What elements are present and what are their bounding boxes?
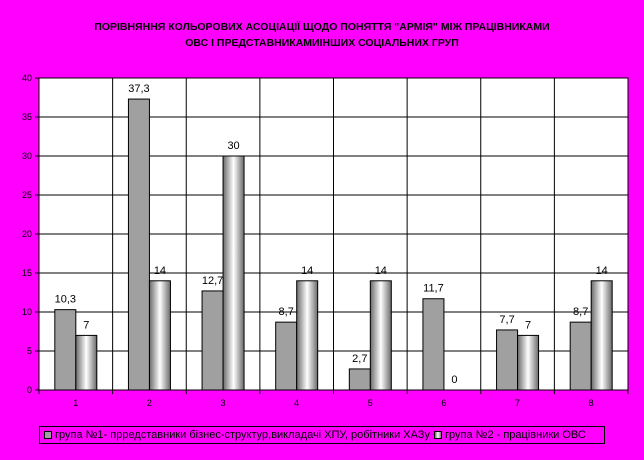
data-label-series-2-cat-6: 0 — [451, 374, 457, 386]
chart-title-line-1: ПОРІВНЯННЯ КОЛЬОРОВИХ АСОЦІАЦІЇ ЩОДО ПОН… — [94, 21, 550, 33]
bar-series-2-cat-1 — [75, 334, 98, 391]
x-tick-label: 1 — [73, 398, 78, 408]
data-label-series-1-cat-3: 12,7 — [202, 275, 223, 287]
x-axis-ticks: 1 2 3 4 5 6 7 8 — [38, 390, 629, 408]
legend-label-series-2: група №2 - працівники ОВС — [445, 429, 586, 441]
legend: група №1- прредставники бізнес-структур,… — [39, 426, 605, 444]
data-label-series-2-cat-8: 14 — [596, 265, 608, 277]
y-tick-label: 15 — [22, 268, 32, 278]
bar-series-1-cat-3 — [201, 290, 224, 391]
legend-item-series-1: група №1- прредставники бізнес-структур,… — [44, 429, 430, 441]
data-label-series-1-cat-6: 11,7 — [423, 283, 444, 295]
bar-series-2-cat-3 — [222, 155, 245, 391]
bars — [54, 98, 613, 391]
bar-series-1-cat-5 — [348, 368, 371, 391]
bar-series-1-cat-8 — [569, 321, 592, 391]
chart-title-line-2: ОВС І ПРЕДСТАВНИКАМИІНШИХ СОЦІАЛЬНИХ ГРУ… — [185, 37, 459, 49]
bar-series-1-cat-4 — [275, 321, 298, 391]
data-label-series-1-cat-7: 7,7 — [499, 314, 514, 326]
y-tick-label: 30 — [22, 151, 32, 161]
data-label-series-1-cat-5: 2,7 — [352, 353, 367, 365]
x-tick-label: 8 — [589, 398, 594, 408]
data-label-series-2-cat-1: 7 — [83, 319, 89, 331]
x-tick-label: 5 — [368, 398, 373, 408]
y-tick-label: 20 — [22, 229, 32, 239]
y-tick-label: 10 — [22, 307, 32, 317]
bar-series-1-cat-1 — [54, 309, 77, 391]
y-tick-label: 0 — [27, 385, 32, 395]
bar-series-2-cat-2 — [148, 280, 171, 391]
bar-series-2-cat-4 — [296, 280, 319, 391]
data-label-series-1-cat-4: 8,7 — [279, 306, 294, 318]
y-tick-label: 5 — [27, 346, 32, 356]
data-label-series-2-cat-3: 30 — [227, 140, 239, 152]
data-label-series-2-cat-5: 14 — [375, 265, 387, 277]
data-labels: 10,3 7 37,3 14 12,7 30 8,7 14 2,7 14 11,7 0 7,7 7 8,7 1… — [55, 83, 608, 386]
bar-series-2-cat-5 — [369, 280, 392, 391]
legend-swatch-series-2 — [434, 431, 443, 439]
y-axis-ticks: 0 5 10 15 20 25 30 35 40 — [22, 73, 39, 395]
data-label-series-1-cat-1: 10,3 — [55, 294, 76, 306]
x-tick-label: 2 — [147, 398, 152, 408]
chart-title: ПОРІВНЯННЯ КОЛЬОРОВИХ АСОЦІАЦІЇ ЩОДО ПОН… — [0, 19, 644, 51]
bar-series-1-cat-7 — [496, 329, 519, 391]
data-label-series-2-cat-2: 14 — [154, 265, 166, 277]
legend-swatch-series-1 — [44, 431, 52, 439]
y-tick-label: 40 — [22, 73, 32, 83]
x-tick-label: 6 — [441, 398, 446, 408]
x-tick-label: 7 — [515, 398, 520, 408]
legend-item-series-2: група №2 - працівники ОВС — [434, 429, 586, 441]
bar-series-1-cat-2 — [127, 98, 150, 391]
data-label-series-2-cat-7: 7 — [525, 319, 531, 331]
data-label-series-2-cat-4: 14 — [301, 265, 313, 277]
data-label-series-1-cat-2: 37,3 — [128, 83, 149, 95]
bar-series-2-cat-8 — [590, 280, 613, 391]
bar-series-1-cat-6 — [422, 298, 445, 391]
x-tick-label: 4 — [294, 398, 299, 408]
data-label-series-1-cat-8: 8,7 — [573, 306, 588, 318]
y-tick-label: 35 — [22, 112, 32, 122]
y-tick-label: 25 — [22, 190, 32, 200]
x-tick-label: 3 — [221, 398, 226, 408]
bar-series-2-cat-7 — [517, 334, 540, 391]
legend-label-series-1: група №1- прредставники бізнес-структур,… — [55, 429, 431, 441]
